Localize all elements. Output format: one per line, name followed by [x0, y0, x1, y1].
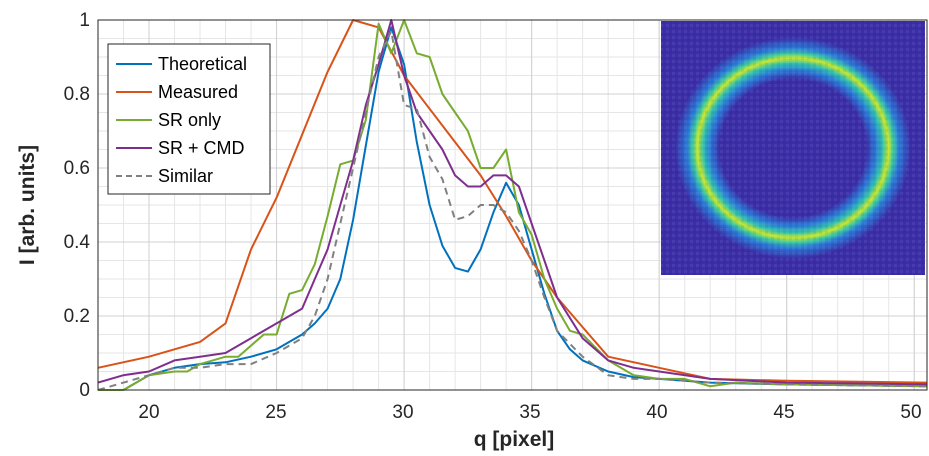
inset-texture [661, 21, 925, 275]
x-tick-label: 35 [519, 402, 540, 423]
legend-label-measured: Measured [158, 82, 238, 102]
x-tick-label: 50 [900, 402, 921, 423]
series-layer [97, 19, 928, 391]
y-tick-label: 0.8 [64, 84, 90, 105]
series-line-theoretical [98, 26, 928, 391]
x-tick-label: 20 [138, 402, 159, 423]
legend-label-sr-cmd: SR + CMD [158, 138, 245, 158]
x-tick-label: 45 [773, 402, 794, 423]
legend: Theoretical Measured SR only SR + CMD Si… [107, 43, 271, 195]
y-tick-label: 1 [79, 10, 90, 31]
y-axis-label: I [arb. units] [16, 145, 39, 265]
x-axis-ticks: 20 25 30 35 40 45 50 [138, 402, 921, 423]
series-line-similar [97, 30, 928, 391]
legend-label-similar: Similar [158, 166, 213, 186]
y-tick-label: 0.4 [64, 232, 91, 253]
series-line-sr-cmd [97, 19, 928, 386]
y-tick-label: 0.6 [64, 158, 90, 179]
x-tick-label: 25 [265, 402, 286, 423]
y-tick-label: 0.2 [64, 306, 90, 327]
inset-image [661, 21, 925, 275]
x-tick-label: 40 [646, 402, 667, 423]
plot-frame [97, 19, 928, 391]
x-axis-label: q [pixel] [474, 428, 555, 451]
series-line-measured [97, 19, 928, 384]
legend-label-theoretical: Theoretical [158, 54, 247, 74]
y-tick-label: 0 [79, 380, 90, 401]
y-axis-ticks: 0 0.2 0.4 0.6 0.8 1 [64, 10, 91, 401]
legend-label-sr-only: SR only [158, 110, 221, 130]
x-tick-label: 30 [392, 402, 413, 423]
